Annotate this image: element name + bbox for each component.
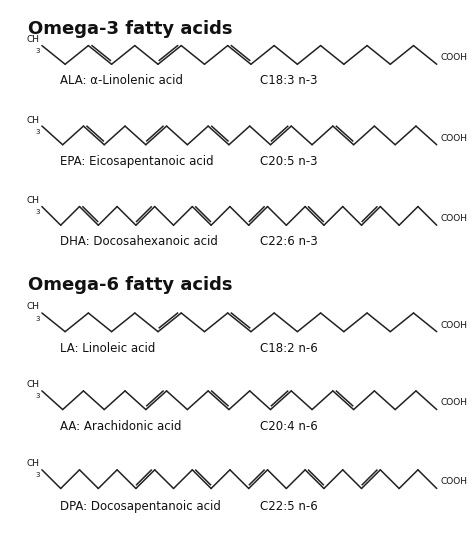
Text: Omega-6 fatty acids: Omega-6 fatty acids <box>28 276 232 293</box>
Text: CH: CH <box>27 459 39 468</box>
Text: DPA: Docosapentanoic acid: DPA: Docosapentanoic acid <box>61 500 221 513</box>
Text: C20:4 n-6: C20:4 n-6 <box>260 420 318 433</box>
Text: COOH: COOH <box>440 477 467 486</box>
Text: COOH: COOH <box>440 399 467 408</box>
Text: COOH: COOH <box>440 321 467 330</box>
Text: ALA: α-Linolenic acid: ALA: α-Linolenic acid <box>61 74 183 87</box>
Text: C18:3 n-3: C18:3 n-3 <box>260 74 318 87</box>
Text: COOH: COOH <box>440 53 467 62</box>
Text: 3: 3 <box>35 472 39 479</box>
Text: LA: Linoleic acid: LA: Linoleic acid <box>61 342 156 355</box>
Text: 3: 3 <box>35 316 39 321</box>
Text: COOH: COOH <box>440 134 467 143</box>
Text: CH: CH <box>27 302 39 311</box>
Text: 3: 3 <box>35 394 39 400</box>
Text: C22:6 n-3: C22:6 n-3 <box>260 235 318 248</box>
Text: CH: CH <box>27 116 39 125</box>
Text: C18:2 n-6: C18:2 n-6 <box>260 342 318 355</box>
Text: AA: Arachidonic acid: AA: Arachidonic acid <box>61 420 182 433</box>
Text: 3: 3 <box>35 129 39 135</box>
Text: C22:5 n-6: C22:5 n-6 <box>260 500 318 513</box>
Text: EPA: Eicosapentanoic acid: EPA: Eicosapentanoic acid <box>61 155 214 168</box>
Text: Omega-3 fatty acids: Omega-3 fatty acids <box>28 20 232 38</box>
Text: 3: 3 <box>35 209 39 215</box>
Text: C20:5 n-3: C20:5 n-3 <box>260 155 318 168</box>
Text: DHA: Docosahexanoic acid: DHA: Docosahexanoic acid <box>61 235 219 248</box>
Text: CH: CH <box>27 380 39 389</box>
Text: CH: CH <box>27 196 39 205</box>
Text: 3: 3 <box>35 48 39 54</box>
Text: CH: CH <box>27 35 39 44</box>
Text: COOH: COOH <box>440 214 467 223</box>
